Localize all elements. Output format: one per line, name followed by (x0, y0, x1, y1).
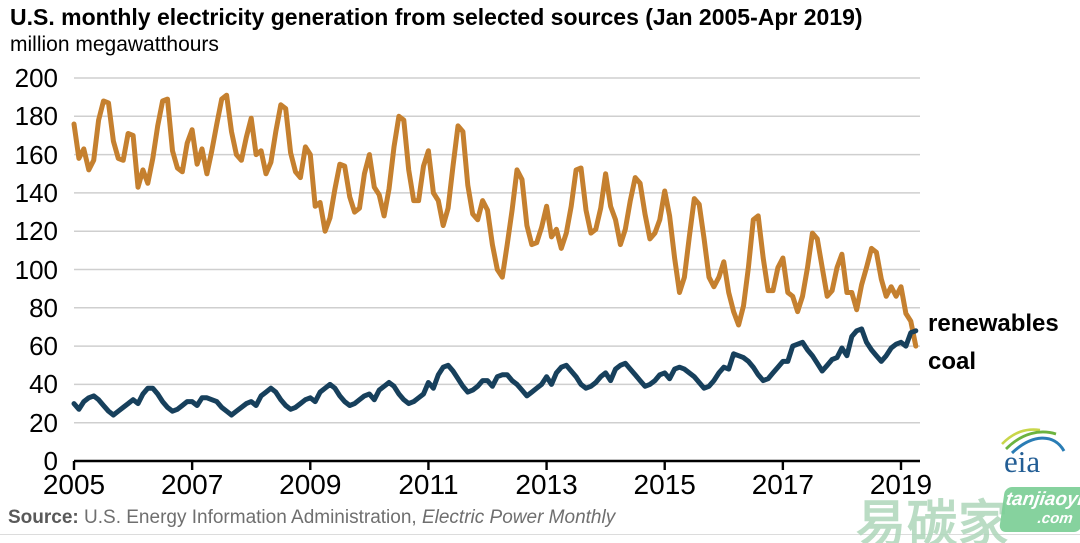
watermark-badge-name: tanjiaoyi (1004, 489, 1080, 510)
y-tick-label: 80 (29, 292, 58, 323)
watermark-badge: tanjiaoyi .com (998, 487, 1080, 532)
eia-logo-swoosh-blue (1010, 436, 1066, 455)
x-tick-label: 2005 (42, 469, 106, 500)
x-tick-label: 2019 (869, 469, 933, 500)
x-tick-label: 2013 (515, 469, 578, 500)
eia-logo: eia (1001, 428, 1066, 478)
series-line-renewables (71, 326, 919, 418)
y-tick-label: 40 (29, 369, 58, 400)
y-tick-label: 140 (14, 177, 58, 208)
source-label: Source: (8, 507, 79, 528)
x-tick-label: 2009 (279, 469, 342, 500)
legend-label-renewables: renewables (928, 310, 1059, 337)
chart-units-subtitle: million megawatthours (10, 33, 219, 56)
page-title: U.S. monthly electricity generation from… (10, 4, 863, 30)
y-tick-label: 160 (14, 139, 58, 170)
bottom-divider (0, 534, 1080, 535)
source-publication: Electric Power Monthly (421, 507, 616, 528)
y-tick-label: 20 (29, 407, 58, 438)
x-tick-label: 2011 (398, 469, 459, 500)
eia-logo-text: eia (1004, 444, 1040, 478)
y-tick-label: 60 (29, 331, 58, 362)
x-tick-label: 2015 (633, 469, 696, 500)
y-tick-label: 0 (43, 446, 58, 476)
source-attribution: Source: U.S. Energy Information Administ… (8, 507, 615, 529)
source-agency: U.S. Energy Information Administration, (78, 507, 422, 528)
x-tick-label: 2017 (751, 469, 814, 500)
legend-label-coal: coal (928, 348, 977, 375)
y-tick-label: 120 (14, 216, 58, 247)
eia-logo-swoosh-yellow (1001, 428, 1041, 445)
x-tick-label: 2007 (160, 469, 224, 500)
series-line-coal (71, 92, 919, 349)
y-tick-label: 180 (14, 101, 58, 132)
y-tick-label: 100 (14, 254, 58, 285)
watermark-badge-domain: .com (1036, 510, 1074, 527)
eia-logo-swoosh-green (1005, 430, 1057, 450)
watermark-characters: 易碳家 (856, 496, 1009, 543)
y-tick-label: 200 (14, 63, 58, 93)
